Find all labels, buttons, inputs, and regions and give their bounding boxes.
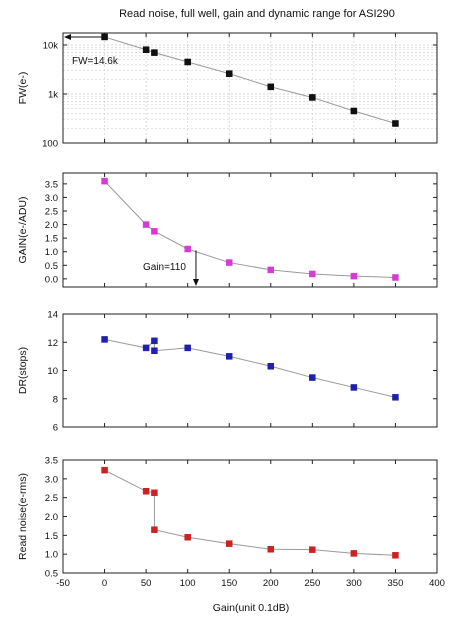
- y-axis-label: FW(e-): [17, 72, 29, 105]
- y-tick-label: 0.5: [45, 569, 58, 580]
- data-point: [101, 336, 108, 343]
- data-point: [142, 221, 150, 228]
- y-tick-label: 2.0: [45, 512, 58, 523]
- data-point: [151, 526, 158, 533]
- data-point: [184, 58, 191, 66]
- data-point: [101, 177, 108, 185]
- data-point: [142, 344, 150, 352]
- y-tick-label: 8: [53, 394, 58, 405]
- y-axis-label: Read noise(e-rms): [17, 473, 29, 560]
- x-tick-label: -50: [56, 578, 70, 589]
- series-line: [104, 338, 396, 398]
- data-point: [142, 488, 150, 495]
- data-point: [309, 374, 316, 381]
- x-tick-label: 150: [221, 578, 237, 589]
- y-tick-label: 10k: [43, 41, 59, 52]
- x-tick-label: 0: [102, 578, 107, 589]
- fw-gridlines: [63, 33, 437, 144]
- data-point: [151, 49, 158, 56]
- data-point: [151, 347, 158, 354]
- data-point: [267, 363, 275, 370]
- y-tick-label: 0.0: [45, 274, 58, 285]
- data-point: [392, 394, 399, 401]
- x-tick-label: 350: [388, 578, 404, 589]
- y-tick-label: 1.0: [45, 550, 58, 561]
- y-tick-label: 3.0: [45, 474, 58, 485]
- plot-frame: [62, 172, 438, 288]
- fw-panel: 100 1k 10k FW(e-) FW=14.6k: [17, 32, 438, 150]
- y-tick-label: 1.5: [45, 234, 58, 245]
- data-point: [184, 344, 191, 352]
- y-tick-label: 2.5: [45, 207, 58, 218]
- data-point: [350, 107, 358, 115]
- gain-annotation: Gain=110: [143, 262, 186, 273]
- y-tick-label: 1k: [48, 90, 58, 101]
- gain-arrow-head: [192, 279, 199, 286]
- x-tick-label: 200: [263, 578, 279, 589]
- y-tick-label: 14: [47, 310, 58, 321]
- y-tick-label: 10: [47, 366, 58, 377]
- fw-arrow-head: [64, 33, 71, 40]
- data-point: [267, 266, 275, 274]
- data-point: [267, 83, 275, 91]
- data-point: [392, 120, 399, 127]
- x-axis-label: Gain(unit 0.1dB): [213, 602, 289, 614]
- x-tick-label: 100: [180, 578, 196, 589]
- dr-panel: 6 8 10 12 14 DR(stops): [17, 310, 438, 434]
- y-tick-label: 6: [53, 423, 58, 434]
- fw-annotation: FW=14.6k: [72, 56, 119, 67]
- data-point: [309, 270, 316, 278]
- x-tick-label: 400: [429, 578, 445, 589]
- data-point: [184, 245, 191, 253]
- data-point: [184, 533, 191, 541]
- y-tick-label: 3.5: [45, 456, 58, 467]
- data-point: [392, 274, 399, 281]
- gain-panel: 0.0 0.5 1.0 1.5 2.0 2.5 3.0 3.5 GAIN(e-/ADU) Gain…: [17, 172, 438, 288]
- data-point: [350, 550, 358, 557]
- y-tick-label: 2.0: [45, 220, 58, 231]
- panels: 1001k10kFW(e-)FW=14.6k0.00.51.01.52.02.5…: [17, 32, 445, 590]
- y-tick-label: 1.5: [45, 531, 58, 542]
- y-tick-label: 100: [42, 139, 58, 150]
- x-tick-label: 300: [346, 578, 362, 589]
- data-point: [392, 552, 399, 559]
- series-line: [104, 469, 396, 556]
- y-tick-label: 3.5: [45, 179, 58, 190]
- y-tick-label: 3.0: [45, 193, 58, 204]
- x-tick-label: 250: [304, 578, 320, 589]
- figure-title: Read noise, full well, gain and dynamic …: [119, 8, 395, 20]
- y-axis-label: DR(stops): [17, 347, 29, 394]
- data-point: [350, 272, 358, 280]
- data-point: [225, 70, 233, 77]
- y-tick-label: 0.5: [45, 261, 58, 272]
- plot-frame: [62, 32, 438, 144]
- y-tick-label: 12: [47, 338, 58, 349]
- read-noise-panel: 0.5 1.0 1.5 2.0 2.5 3.0 3.5 Read noise(e-rms) -5…: [17, 456, 445, 590]
- plot-frame: [62, 459, 438, 574]
- plot-frame: [62, 313, 438, 428]
- y-tick-label: 2.5: [45, 493, 58, 504]
- data-point: [309, 94, 316, 101]
- x-tick-label: 50: [141, 578, 152, 589]
- data-point: [151, 337, 158, 345]
- data-point: [225, 353, 233, 360]
- data-point: [267, 546, 275, 553]
- data-point: [225, 540, 233, 547]
- data-point: [151, 228, 158, 235]
- data-point: [309, 546, 316, 553]
- y-axis-label: GAIN(e-/ADU): [17, 196, 29, 263]
- data-point: [225, 259, 233, 266]
- data-point: [142, 46, 150, 53]
- data-point: [101, 466, 108, 474]
- data-point: [151, 489, 158, 497]
- y-tick-label: 1.0: [45, 247, 58, 258]
- data-point: [350, 384, 358, 391]
